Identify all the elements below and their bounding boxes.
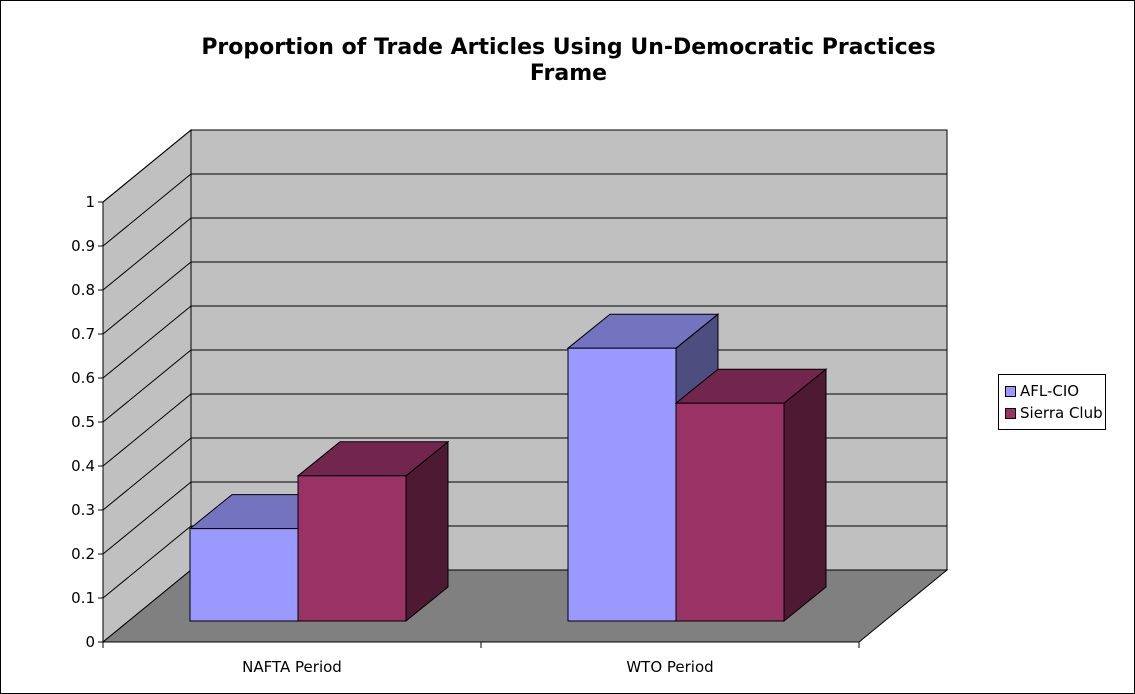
y-tick-label: 0.3: [71, 501, 95, 519]
gridline-side: [102, 173, 192, 247]
bar-front: [297, 475, 407, 622]
y-tick-label: 0.2: [71, 545, 95, 563]
chart-bars: [188, 313, 828, 623]
gridline-side: [102, 305, 192, 379]
y-tick-label: 0.6: [71, 369, 95, 387]
bar-front: [675, 402, 785, 622]
chart-title-line-1: Proportion of Trade Articles Using Un-De…: [201, 35, 936, 60]
x-category-label: WTO Period: [626, 658, 713, 676]
gridline-side: [102, 525, 192, 599]
chart-legend: AFL-CIO Sierra Club: [998, 374, 1106, 430]
y-tick-label: 0.5: [71, 413, 95, 431]
chart-axes: 0 0.1 0.2 0.3 0.4 0.5 0.6 0.7 0.8 0.9 1 NAFTA Perio…: [71, 193, 860, 676]
bar-sierra-club-wto-period: [674, 368, 828, 623]
y-tick-label: 1: [85, 193, 95, 211]
chart-title: Proportion of Trade Articles Using Un-De…: [1, 35, 1134, 87]
y-tick-label: 0.1: [71, 589, 95, 607]
bar-front: [567, 347, 677, 622]
legend-label-sierra-club: Sierra Club: [1020, 404, 1103, 422]
legend-swatch-afl-cio: [1005, 385, 1016, 397]
legend-item-afl-cio: AFL-CIO: [1005, 380, 1105, 402]
gridline-side: [102, 261, 192, 335]
y-tick-label: 0: [85, 633, 95, 651]
gridline-side: [102, 349, 192, 423]
legend-label-afl-cio: AFL-CIO: [1020, 382, 1080, 400]
bar-side: [783, 368, 827, 623]
y-tick-label: 0.7: [71, 325, 95, 343]
y-tick-label: 0.9: [71, 237, 95, 255]
gridline-side: [102, 481, 192, 555]
gridline-side: [102, 217, 192, 291]
gridline-side: [102, 393, 192, 467]
legend-swatch-sierra-club: [1005, 407, 1016, 419]
legend-item-sierra-club: Sierra Club: [1005, 402, 1105, 424]
y-tick-label: 0.8: [71, 281, 95, 299]
gridline-side: [102, 129, 192, 203]
chart-title-line-2: Frame: [529, 61, 608, 86]
x-category-label: NAFTA Period: [242, 658, 342, 676]
gridline-side: [102, 437, 192, 511]
bar-front: [189, 528, 299, 622]
y-tick-label: 0.4: [71, 457, 95, 475]
bar-sierra-club-nafta-period: [296, 440, 450, 623]
